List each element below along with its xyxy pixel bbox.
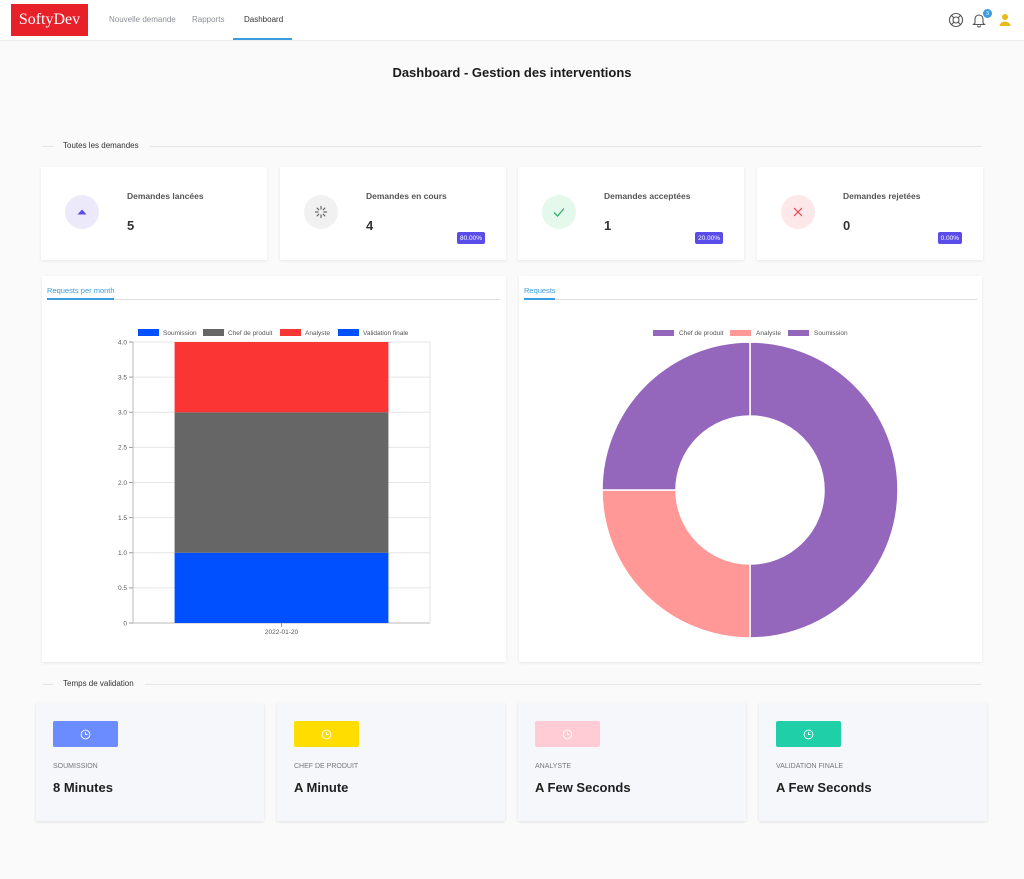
tab-requests[interactable]: Requests <box>524 286 556 295</box>
validation-icon-box <box>535 721 600 747</box>
validation-card-soumission: SOUMISSION 8 Minutes <box>36 703 264 821</box>
legend-swatch[interactable] <box>138 329 159 336</box>
stat-label: Demandes lancées <box>127 191 204 201</box>
section-requests: Toutes les demandes <box>42 140 982 152</box>
stat-value: 5 <box>127 218 135 233</box>
help-lifebuoy-icon[interactable] <box>948 12 964 28</box>
notification-badge: 3 <box>983 9 992 18</box>
tab-active-indicator <box>47 298 114 300</box>
bar-chart-card: Requests per month Soumission Chef de pro… <box>42 276 506 662</box>
legend-label[interactable]: Analyste <box>756 330 781 337</box>
stat-label: Demandes en cours <box>366 191 447 201</box>
stat-value: 0 <box>843 218 851 233</box>
validation-value: A Few Seconds <box>535 780 631 795</box>
stat-card-en-cours: Demandes en cours 4 80.00% <box>280 167 506 260</box>
bar-chart: Soumission Chef de produit Analyste Validat… <box>118 329 431 636</box>
legend-swatch[interactable] <box>730 330 751 336</box>
validation-icon-box <box>776 721 841 747</box>
stat-percent-badge: 20.00% <box>694 232 723 244</box>
legend-label[interactable]: Chef de produit <box>679 330 724 337</box>
donut-slice[interactable] <box>601 341 751 491</box>
validation-icon-box <box>53 721 118 747</box>
validation-card-analyste: ANALYSTE A Few Seconds <box>518 703 746 821</box>
tab-requests-per-month[interactable]: Requests per month <box>47 286 115 295</box>
stat-card-rejetees: Demandes rejetées 0 0.00% <box>757 167 983 260</box>
y-tick-label: 3.0 <box>118 410 127 417</box>
user-icon[interactable] <box>997 12 1013 28</box>
validation-value: A Few Seconds <box>776 780 872 795</box>
checkmark-icon <box>553 208 565 217</box>
validation-label: SOUMISSION <box>53 763 98 770</box>
clock-icon <box>80 729 91 739</box>
bell-icon[interactable] <box>971 12 987 28</box>
nav-active-indicator <box>233 38 292 40</box>
stat-label: Demandes rejetées <box>843 191 921 201</box>
legend-swatch[interactable] <box>653 330 674 336</box>
y-tick-label: 0 <box>123 620 127 627</box>
top-navbar: SoftyDev Nouvelle demande Rapports Dashb… <box>0 0 1024 41</box>
tab-active-indicator <box>524 298 555 300</box>
stat-label: Demandes acceptées <box>604 191 691 201</box>
validation-label: ANALYSTE <box>535 763 572 770</box>
stat-value: 1 <box>604 218 612 233</box>
legend-swatch[interactable] <box>203 329 224 336</box>
legend-label[interactable]: Soumission <box>163 330 197 337</box>
stat-icon-bg <box>781 195 815 229</box>
y-tick-label: 4.0 <box>118 339 127 346</box>
validation-value: 8 Minutes <box>53 780 113 795</box>
validation-card-validation-finale: VALIDATION FINALE A Few Seconds <box>759 703 987 821</box>
tab-divider <box>524 299 977 300</box>
stat-percent-badge: 0.00% <box>937 232 962 244</box>
stat-icon-bg <box>542 195 576 229</box>
tab-divider <box>47 299 500 300</box>
nav-rapports[interactable]: Rapports <box>192 15 225 24</box>
section-requests-title: Toutes les demandes <box>63 141 139 150</box>
bar-segment[interactable] <box>174 412 389 553</box>
close-x-icon <box>793 207 803 217</box>
validation-label: CHEF DE PRODUIT <box>294 763 359 770</box>
legend-swatch[interactable] <box>280 329 301 336</box>
y-tick-label: 0.5 <box>118 585 127 592</box>
validation-label: VALIDATION FINALE <box>776 763 844 770</box>
validation-value: A Minute <box>294 780 349 795</box>
donut-slice[interactable] <box>749 341 899 639</box>
y-tick-label: 3.5 <box>118 374 127 381</box>
donut-chart: Chef de produit Analyste Soumission <box>601 330 899 639</box>
legend-swatch[interactable] <box>338 329 359 336</box>
y-tick-label: 1.5 <box>118 515 127 522</box>
donut-slice[interactable] <box>601 489 751 639</box>
legend-label[interactable]: Validation finale <box>363 330 409 337</box>
nav-dashboard[interactable]: Dashboard <box>244 15 284 24</box>
stat-icon-bg <box>304 195 338 229</box>
section-validation: Temps de validation <box>42 678 982 690</box>
bar-segment[interactable] <box>174 552 389 623</box>
bar-segment[interactable] <box>174 342 389 413</box>
legend-swatch[interactable] <box>788 330 809 336</box>
triangle-up-icon <box>77 209 87 215</box>
validation-card-chef-de-produit: CHEF DE PRODUIT A Minute <box>277 703 505 821</box>
x-tick-label: 2022-01-20 <box>265 629 299 636</box>
stat-card-acceptees: Demandes acceptées 1 20.00% <box>518 167 744 260</box>
spinner-icon <box>314 205 328 219</box>
y-tick-label: 2.5 <box>118 445 127 452</box>
legend-label[interactable]: Soumission <box>814 330 848 337</box>
logo[interactable]: SoftyDev <box>11 4 88 36</box>
stat-value: 4 <box>366 218 374 233</box>
clock-icon <box>562 729 573 739</box>
donut-chart-card: Requests Chef de produit Analyste Soumissi… <box>519 276 982 662</box>
y-tick-label: 2.0 <box>118 480 127 487</box>
stat-card-lancees: Demandes lancées 5 <box>41 167 267 260</box>
legend-label[interactable]: Chef de produit <box>228 330 273 337</box>
section-validation-title: Temps de validation <box>63 679 134 688</box>
y-tick-label: 1.0 <box>118 550 127 557</box>
clock-icon <box>803 729 814 739</box>
page-title: Dashboard - Gestion des interventions <box>392 65 632 80</box>
stat-icon-bg <box>65 195 99 229</box>
clock-icon <box>321 729 332 739</box>
stat-percent-badge: 80.00% <box>456 232 485 244</box>
nav-nouvelle-demande[interactable]: Nouvelle demande <box>109 15 176 24</box>
legend-label[interactable]: Analyste <box>305 330 330 337</box>
validation-icon-box <box>294 721 359 747</box>
